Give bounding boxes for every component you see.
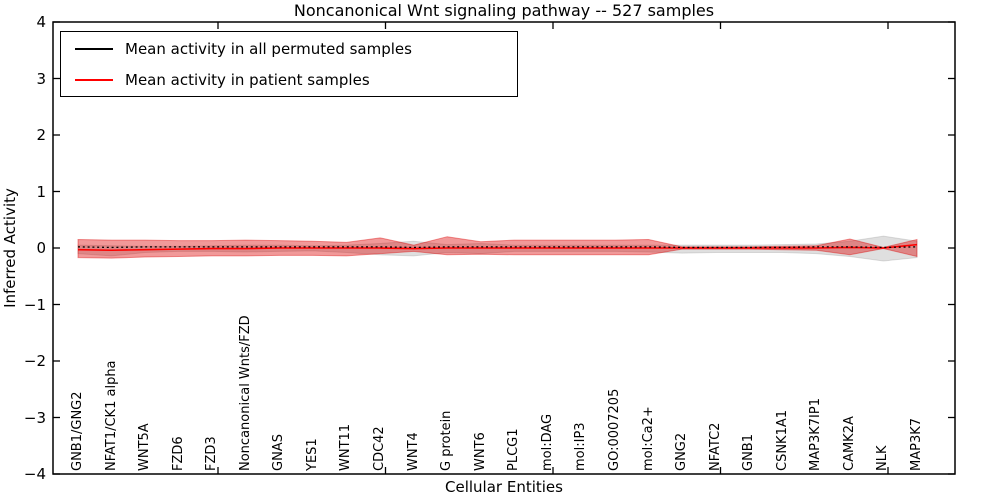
x-category-label: GNB1 [741, 434, 757, 471]
x-category-label: mol:DAG [539, 413, 555, 471]
x-category-label: MAP3K7IP1 [808, 398, 824, 471]
x-category-label: FZD3 [204, 436, 220, 471]
x-axis-label: Cellular Entities [445, 478, 563, 496]
permuted-mean-line [77, 246, 918, 249]
x-category-label: CSNK1A1 [774, 409, 790, 471]
legend-item-patient: Mean activity in patient samples [61, 64, 517, 95]
y-tick-label: 1 [36, 182, 46, 201]
permuted-line-swatch [75, 47, 113, 50]
x-category-label: GNB1/GNG2 [70, 391, 85, 471]
x-category-label: WNT6 [472, 432, 488, 471]
x-category-label: Noncanonical Wnts/FZD [237, 315, 253, 471]
y-tick-label: −4 [23, 465, 46, 483]
patient-mean-line [77, 243, 918, 252]
x-category-label: GNAS [271, 434, 287, 471]
y-tick-label: −3 [23, 408, 46, 427]
x-category-label: CDC42 [372, 426, 388, 471]
legend: Mean activity in all permuted samples Me… [60, 31, 518, 97]
x-category-label: WNT11 [338, 423, 354, 471]
legend-label-permuted: Mean activity in all permuted samples [125, 39, 412, 58]
y-tick-label: 4 [36, 13, 46, 31]
x-category-label: GO:0007205 [606, 388, 622, 471]
x-category-label: CAMK2A [841, 416, 857, 471]
x-category-label: mol:IP3 [573, 422, 589, 471]
patient-line-swatch [75, 78, 113, 81]
y-tick-label: −1 [23, 295, 46, 314]
y-tick-label: 2 [36, 126, 46, 144]
x-category-label: WNT5A [137, 423, 153, 471]
y-tick-label: 3 [36, 69, 46, 88]
legend-label-patient: Mean activity in patient samples [125, 70, 370, 89]
y-tick-label: −2 [23, 352, 46, 370]
y-tick-label: 0 [36, 239, 46, 257]
x-category-label: mol:Ca2+ [640, 406, 656, 471]
x-category-label: WNT4 [405, 432, 421, 471]
x-category-label: YES1 [304, 438, 320, 471]
x-category-label: GNG2 [674, 432, 690, 471]
chart-title: Noncanonical Wnt signaling pathway -- 52… [293, 1, 715, 20]
legend-item-permuted: Mean activity in all permuted samples [61, 33, 517, 64]
x-category-label: MAP3K7 [909, 417, 924, 471]
x-category-label: FZD6 [170, 436, 186, 471]
x-category-label: PLCG1 [506, 428, 522, 471]
x-category-label: NLK [875, 445, 891, 472]
x-category-label: NFAT1/CK1 alpha [103, 360, 119, 471]
x-category-label: NFATC2 [707, 422, 723, 471]
x-category-label: G protein [439, 410, 455, 471]
